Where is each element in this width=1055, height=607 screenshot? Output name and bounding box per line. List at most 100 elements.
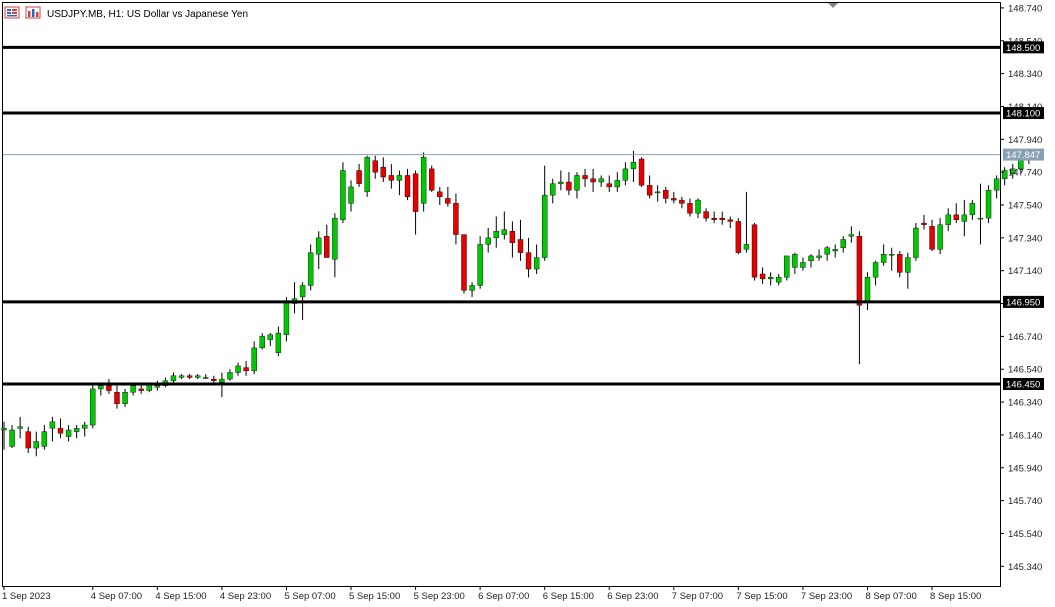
candle bbox=[638, 157, 645, 187]
y-tick-label: 147.740 bbox=[1008, 168, 1042, 179]
candle bbox=[307, 244, 314, 291]
candle bbox=[275, 326, 282, 357]
candle bbox=[122, 388, 128, 407]
candle bbox=[178, 374, 185, 380]
candle bbox=[364, 155, 370, 197]
candle bbox=[977, 183, 984, 245]
candle-body-bear bbox=[211, 378, 217, 381]
candle bbox=[663, 186, 669, 204]
candle-body-bull bbox=[299, 285, 306, 298]
candle-body-bear bbox=[897, 254, 903, 273]
candle-body-bear bbox=[719, 217, 725, 220]
candle bbox=[1, 421, 7, 450]
candle-body-bull bbox=[985, 190, 992, 219]
candle-body-bear bbox=[243, 367, 249, 372]
candle bbox=[170, 372, 177, 385]
candle-body-bull bbox=[275, 332, 282, 353]
candle-body-bull bbox=[969, 203, 976, 216]
candle-body-bull bbox=[259, 336, 265, 349]
candle bbox=[211, 375, 217, 383]
candle bbox=[90, 384, 96, 429]
candle bbox=[582, 168, 588, 187]
level-price-tag: 146.950 bbox=[1003, 295, 1044, 308]
candle bbox=[808, 254, 814, 268]
candle-body-bull bbox=[905, 257, 911, 273]
candle-body-bear bbox=[751, 224, 758, 278]
candle bbox=[235, 362, 241, 376]
candle bbox=[332, 213, 338, 278]
x-tick-label: 6 Sep 07:00 bbox=[478, 591, 529, 602]
candle bbox=[203, 374, 209, 380]
candle-body-bull bbox=[81, 424, 88, 429]
y-tick-label: 147.340 bbox=[1008, 233, 1042, 244]
candle bbox=[985, 185, 992, 224]
candle-body-bear bbox=[461, 234, 467, 291]
candle-body-bear bbox=[57, 428, 64, 434]
candle-body-bull bbox=[396, 175, 403, 181]
candle bbox=[654, 185, 661, 202]
candle bbox=[396, 170, 403, 196]
triangle-down-icon[interactable] bbox=[828, 3, 838, 8]
candle-body-bull bbox=[98, 385, 104, 390]
candle-body-bull bbox=[493, 231, 499, 239]
candle bbox=[606, 175, 612, 192]
x-tick-label: 8 Sep 07:00 bbox=[865, 591, 916, 602]
candle-body-bull bbox=[307, 252, 314, 286]
current-price-tag-bg bbox=[1003, 148, 1044, 161]
candles-icon bbox=[4, 6, 20, 19]
candle bbox=[469, 282, 475, 297]
candles-layer bbox=[1, 150, 1032, 457]
candle-body-bull bbox=[73, 428, 80, 432]
candle-body-bear bbox=[703, 211, 709, 219]
candle-body-bull bbox=[203, 377, 209, 379]
candle bbox=[243, 361, 249, 376]
candle-body-bear bbox=[525, 252, 532, 270]
candle-body-bear bbox=[663, 190, 669, 199]
candle bbox=[477, 236, 483, 289]
x-tick-label: 4 Sep 07:00 bbox=[91, 591, 142, 602]
candle-body-bull bbox=[614, 180, 621, 188]
candle-body-bull bbox=[945, 214, 951, 225]
y-tick-label: 146.340 bbox=[1008, 398, 1042, 409]
candle-body-bull bbox=[816, 255, 822, 258]
candle bbox=[324, 224, 330, 258]
candle bbox=[25, 426, 31, 453]
candle-body-bear bbox=[453, 203, 459, 235]
candle bbox=[897, 250, 903, 278]
candle-body-bull bbox=[251, 347, 257, 372]
candle-body-bull bbox=[33, 441, 39, 449]
candle bbox=[380, 157, 386, 183]
candle-body-bull bbox=[622, 168, 629, 181]
candle bbox=[437, 186, 443, 205]
x-tick-label: 4 Sep 15:00 bbox=[155, 591, 206, 602]
candle bbox=[703, 208, 709, 222]
chart-header: USDJPY.MB, H1: US Dollar vs Japanese Yen bbox=[4, 6, 248, 20]
candle bbox=[574, 172, 580, 199]
candle bbox=[784, 255, 790, 281]
candle bbox=[154, 380, 161, 391]
candle-body-bull bbox=[776, 277, 782, 283]
candle bbox=[566, 172, 572, 196]
candle bbox=[251, 341, 257, 375]
candle bbox=[864, 272, 871, 311]
candle bbox=[485, 227, 491, 253]
x-tick-label: 5 Sep 23:00 bbox=[414, 591, 465, 602]
candle-body-bull bbox=[65, 429, 72, 437]
candle bbox=[388, 163, 395, 189]
candle-body-bear bbox=[380, 167, 386, 178]
level-tag-text: 146.950 bbox=[1006, 297, 1040, 308]
candle bbox=[509, 221, 516, 258]
y-tick-label: 145.540 bbox=[1008, 529, 1042, 540]
candle bbox=[824, 246, 830, 261]
candle bbox=[316, 231, 322, 270]
candle bbox=[267, 333, 274, 347]
candle-body-bull bbox=[889, 254, 895, 256]
candle-body-bear bbox=[412, 173, 419, 212]
candle bbox=[1001, 167, 1008, 186]
y-tick-label: 145.340 bbox=[1008, 562, 1042, 573]
x-tick-label: 4 Sep 23:00 bbox=[220, 591, 271, 602]
candle-body-bull bbox=[654, 191, 661, 194]
current-price-tag-text: 147.847 bbox=[1006, 150, 1040, 161]
candle-body-bull bbox=[194, 375, 201, 378]
